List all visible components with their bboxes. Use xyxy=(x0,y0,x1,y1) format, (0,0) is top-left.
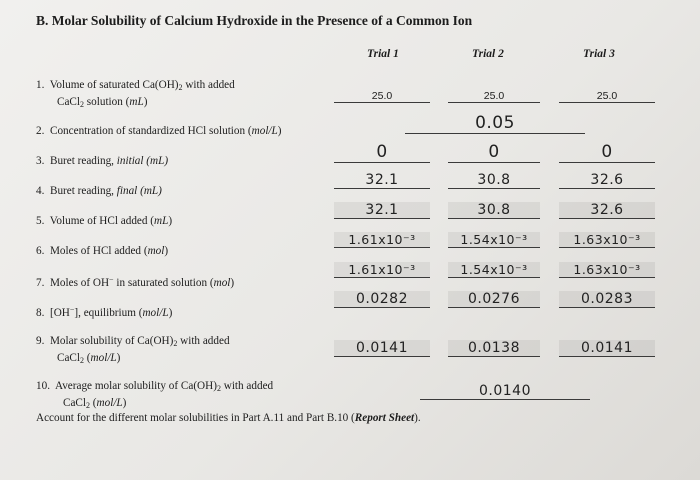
row-2-label: 2. Concentration of standardized HCl sol… xyxy=(36,125,282,137)
row-1-trial-2: 25.0 xyxy=(448,90,540,103)
row-7-trial-3: 1.63x10⁻³ xyxy=(559,262,655,278)
trial-1-header: Trial 1 xyxy=(367,48,399,60)
row-6-label: 6. Moles of HCl added (mol) xyxy=(36,245,169,257)
row-10-value: 0.0140 xyxy=(420,383,590,400)
row-5-trial-2: 30.8 xyxy=(448,202,540,219)
row-1-trial-3: 25.0 xyxy=(559,90,655,103)
row-8-trial-1: 0.0282 xyxy=(334,291,430,308)
row-4-label: 4. Buret reading, final (mL) xyxy=(36,185,162,197)
row-9-trial-1: 0.0141 xyxy=(334,340,430,357)
row-9-trial-2: 0.0138 xyxy=(448,340,540,357)
row-3-trial-1: 0 xyxy=(334,142,430,163)
row-7-label: 7. Moles of OH− in saturated solution (m… xyxy=(36,275,235,289)
row-6-trial-2: 1.54x10⁻³ xyxy=(448,232,540,248)
row-6-trial-3: 1.63x10⁻³ xyxy=(559,232,655,248)
row-4-trial-3: 32.6 xyxy=(559,172,655,189)
row-2-value: 0.05 xyxy=(405,113,585,134)
row-7-trial-1: 1.61x10⁻³ xyxy=(334,262,430,278)
row-3-trial-3: 0 xyxy=(559,142,655,163)
row-7-trial-2: 1.54x10⁻³ xyxy=(448,262,540,278)
footer-instruction: Account for the different molar solubili… xyxy=(36,412,421,424)
row-8-label: 8. [OH−], equilibrium (mol/L) xyxy=(36,305,173,319)
row-5-trial-3: 32.6 xyxy=(559,202,655,219)
row-9-trial-3: 0.0141 xyxy=(559,340,655,357)
row-4-trial-1: 32.1 xyxy=(334,172,430,189)
row-9-label: 9. Molar solubility of Ca(OH)2 with adde… xyxy=(36,335,230,365)
row-4-trial-2: 30.8 xyxy=(448,172,540,189)
row-1-trial-1: 25.0 xyxy=(334,90,430,103)
trial-3-header: Trial 3 xyxy=(583,48,615,60)
trial-2-header: Trial 2 xyxy=(472,48,504,60)
row-3-label: 3. Buret reading, initial (mL) xyxy=(36,155,169,167)
row-3-trial-2: 0 xyxy=(448,142,540,163)
row-6-trial-1: 1.61x10⁻³ xyxy=(334,232,430,248)
section-title: B. Molar Solubility of Calcium Hydroxide… xyxy=(36,13,473,28)
row-10-label: 10. Average molar solubility of Ca(OH)2 … xyxy=(36,380,274,410)
row-5-trial-1: 32.1 xyxy=(334,202,430,219)
row-8-trial-3: 0.0283 xyxy=(559,291,655,308)
row-1-label: 1. Volume of saturated Ca(OH)2 with adde… xyxy=(36,79,235,109)
row-5-label: 5. Volume of HCl added (mL) xyxy=(36,215,173,227)
row-8-trial-2: 0.0276 xyxy=(448,291,540,308)
